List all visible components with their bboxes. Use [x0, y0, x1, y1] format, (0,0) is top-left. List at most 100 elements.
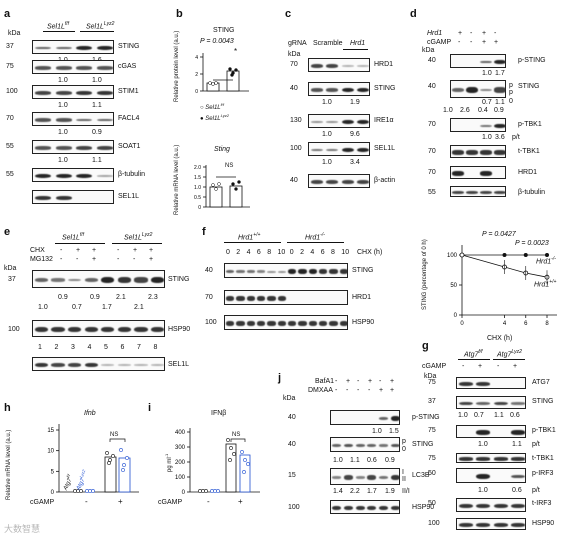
band	[390, 505, 399, 511]
label-hrd1-wt: Hrd1+/+	[534, 279, 557, 289]
quant-value: 1.0	[58, 102, 68, 109]
bar-atg7-ff	[104, 456, 117, 493]
blot-cgas	[32, 60, 114, 74]
quant-value: 1.0	[482, 134, 492, 141]
blot-t-tbk1	[450, 145, 506, 158]
band	[355, 443, 365, 448]
time-label: 8	[331, 249, 335, 256]
panel-label-j: j	[278, 372, 282, 384]
time-label: 0	[289, 249, 294, 256]
quant-value: 1.9	[350, 99, 360, 106]
band	[134, 277, 148, 283]
ns-h: NS	[110, 432, 119, 438]
y-tick-label: 0	[182, 490, 186, 496]
band	[476, 382, 491, 386]
y-tick-label: 100	[175, 475, 186, 481]
kda-label-j: kDa	[283, 395, 296, 402]
ns-bottom: NS	[225, 163, 234, 169]
blot-stim1	[32, 85, 114, 99]
band	[35, 173, 52, 179]
data-point	[121, 468, 125, 472]
quant-value: 1.1	[92, 102, 102, 109]
ylabel-f-plot: STING (percentage of 0 h)	[422, 239, 428, 310]
sign-bafa1: +	[346, 378, 351, 385]
band	[341, 180, 354, 184]
group2-g: Atg7Lyz2	[497, 349, 522, 359]
band	[76, 118, 93, 122]
kda-label-c: kDa	[288, 51, 301, 58]
blot-sel1l	[32, 190, 114, 204]
point-ko	[523, 253, 528, 257]
sign-mg132: -	[117, 256, 120, 263]
sign-mg132: -	[76, 256, 79, 263]
kda-label-g: kDa	[424, 373, 437, 380]
sign-hrd1: -	[470, 30, 473, 37]
band	[476, 402, 491, 405]
blot-β-tubulin	[32, 168, 114, 182]
data-point	[243, 458, 247, 462]
p-value-top: P = 0.0043	[200, 38, 234, 45]
band	[67, 363, 82, 367]
y-tick-label: 0	[195, 89, 198, 95]
mw-marker: 75	[6, 63, 14, 70]
quant-value: 1.0	[478, 441, 488, 448]
quant-value: 1.1	[512, 441, 522, 448]
blot-sting	[450, 80, 506, 98]
lane-number: 1	[38, 344, 42, 351]
band	[452, 150, 464, 155]
band	[466, 190, 478, 195]
band	[51, 363, 65, 367]
data-point	[229, 446, 233, 450]
band	[511, 474, 525, 479]
band	[35, 195, 52, 201]
blot-sel1l	[308, 142, 370, 156]
mw-marker: 50	[428, 500, 436, 507]
quant-value: 1.0	[322, 131, 332, 138]
quant-value: 0.4	[478, 107, 488, 114]
ylabel-top-b: Relative protein level (a.u.)	[174, 30, 180, 102]
band	[341, 119, 354, 125]
blot-label: p-TBK1	[518, 121, 542, 128]
band	[493, 401, 508, 406]
mw-marker: 100	[290, 145, 302, 152]
sign-cgamp: +	[478, 363, 483, 370]
band	[466, 150, 478, 155]
band	[267, 321, 276, 326]
sign-mg132: +	[149, 256, 154, 263]
cgamp-label-h: cGAMP	[30, 499, 55, 506]
quant-value: 1.0	[333, 457, 343, 464]
quant-value: 0.6	[510, 412, 520, 419]
time-label: 2	[300, 249, 304, 256]
data-point	[111, 454, 115, 458]
legend-filled: ● Sel1LLyz2	[200, 113, 230, 123]
y-tick-label: 300	[175, 445, 186, 451]
band	[378, 444, 389, 447]
ylabel-bottom-b: Relative mRNA level (a.u.)	[174, 144, 180, 215]
data-point	[242, 470, 246, 474]
kda-label-a: kDa	[8, 30, 21, 37]
mw-marker: 130	[290, 117, 302, 124]
band	[329, 269, 338, 274]
band	[151, 276, 164, 284]
band	[310, 64, 323, 68]
blot-sting	[456, 396, 526, 409]
band	[343, 505, 354, 511]
blot-hrd1	[450, 166, 506, 179]
blot-label: t-TBK1	[532, 455, 554, 462]
xlabel-f-plot: CHX (h)	[487, 335, 513, 342]
time-label: 2	[236, 249, 241, 256]
y-tick-label: 0	[454, 313, 458, 319]
data-point	[214, 187, 218, 191]
band	[55, 91, 72, 95]
data-point	[122, 463, 126, 467]
sign-dmxaa: +	[390, 387, 395, 394]
y-tick-label: 5	[51, 469, 55, 475]
blot-label: HSP90	[352, 319, 375, 326]
mw-marker: 100	[6, 88, 18, 95]
lane-number: 3	[71, 344, 75, 351]
sign-chx: +	[92, 247, 97, 254]
blot-label: SEL1L	[374, 145, 396, 152]
ylabel-h: Relative mRNA level (a.u.)	[6, 429, 12, 500]
cgamp-sign-h-2: +	[118, 497, 123, 506]
sign-cgamp: -	[462, 363, 465, 370]
